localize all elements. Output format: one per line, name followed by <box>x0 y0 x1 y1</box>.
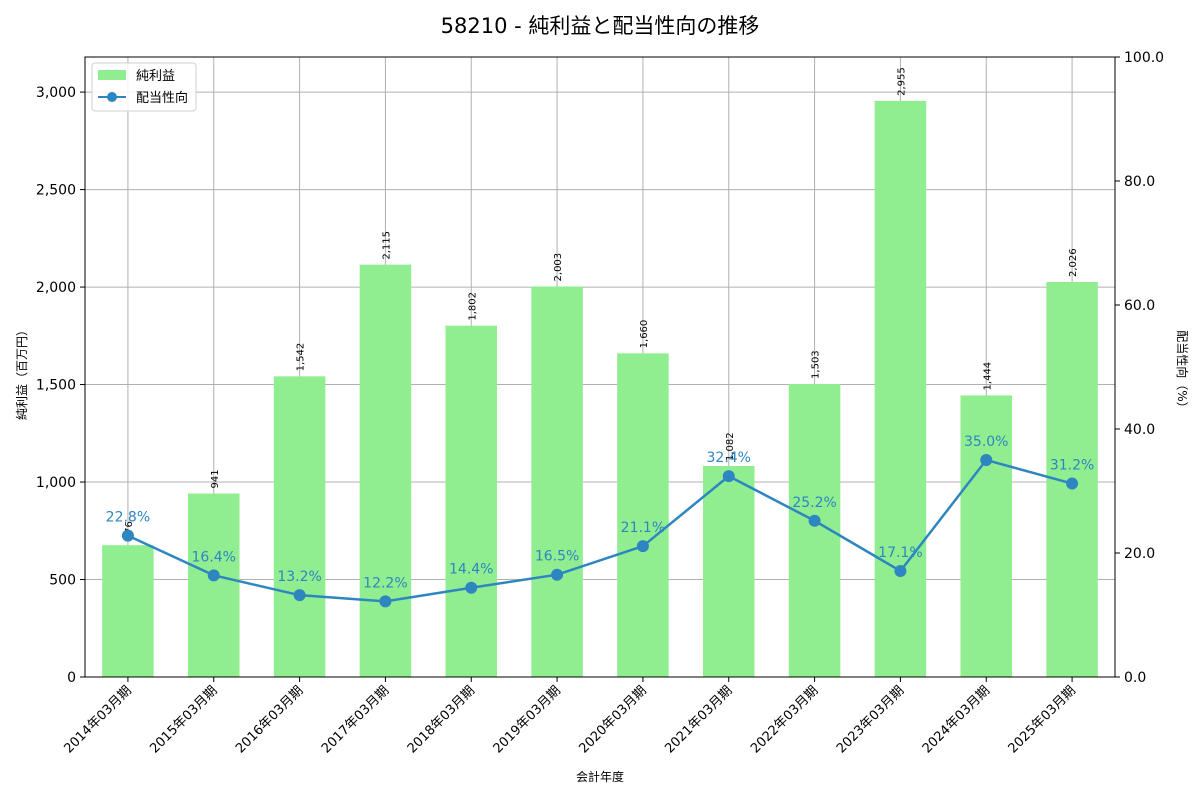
bar <box>703 466 755 677</box>
y-right-tick-label: 100.0 <box>1124 50 1164 66</box>
line-marker <box>207 569 220 582</box>
bar <box>617 353 669 677</box>
y-right-tick-label: 60.0 <box>1124 298 1155 314</box>
x-tick-label: 2019年03月期 <box>491 683 564 756</box>
y-left-tick-label: 3,000 <box>36 85 76 101</box>
y-left-tick-label: 1,000 <box>36 475 76 491</box>
x-axis-label: 会計年度 <box>576 769 624 784</box>
line-value-label: 16.4% <box>192 549 236 565</box>
x-tick-label: 2016年03月期 <box>233 683 306 756</box>
line-marker <box>1066 477 1079 490</box>
bar-value-label: 2,003 <box>553 253 564 282</box>
line-value-label: 14.4% <box>449 562 493 578</box>
bar <box>273 376 326 677</box>
line-value-label: 22.8% <box>106 510 150 526</box>
line-value-label: 32.4% <box>707 450 751 466</box>
x-tick-label: 2018年03月期 <box>405 683 478 756</box>
y-axis-right-label: 配当性向（%） <box>1175 330 1190 413</box>
bar-value-label: 2,026 <box>1068 248 1079 277</box>
line-value-label: 12.2% <box>363 575 407 591</box>
line-value-label: 13.2% <box>277 569 321 585</box>
legend-bar-swatch <box>98 70 126 80</box>
bar <box>531 286 583 677</box>
legend-line-label: 配当性向 <box>136 90 188 106</box>
bar-value-label: 1,444 <box>982 362 993 391</box>
legend: 純利益 配当性向 <box>91 62 197 112</box>
bar-value-label: 1,542 <box>296 343 307 372</box>
line-value-label: 16.5% <box>535 549 579 565</box>
bar <box>960 395 1012 677</box>
y-left-tick-label: 2,500 <box>36 183 76 199</box>
bar-value-label: 941 <box>210 469 221 488</box>
y-right-tick-label: 80.0 <box>1124 174 1155 190</box>
bar-value-label: 2,115 <box>381 231 392 260</box>
chart-title: 58210 - 純利益と配当性向の推移 <box>441 14 760 38</box>
bar <box>359 264 412 677</box>
bar <box>874 100 927 678</box>
x-tick-label: 2020年03月期 <box>576 683 649 756</box>
x-tick-label: 2014年03月期 <box>61 683 134 756</box>
y-axis-left-label: 純利益（百万円） <box>15 324 29 420</box>
x-tick-label: 2015年03月期 <box>147 683 220 756</box>
y-left-tick-label: 0 <box>67 670 76 686</box>
y-right-tick-label: 40.0 <box>1124 422 1155 438</box>
bar-value-label: 1,503 <box>811 350 822 379</box>
line-marker <box>551 568 564 581</box>
line-value-label: 21.1% <box>621 520 665 536</box>
line-marker <box>980 454 993 466</box>
x-tick-label: 2022年03月期 <box>748 683 821 756</box>
y-left-tick-label: 2,000 <box>36 280 76 296</box>
line-value-label: 25.2% <box>792 495 836 511</box>
line-marker <box>293 589 306 602</box>
payout-ratio-line <box>127 458 1073 603</box>
x-tick-label: 2017年03月期 <box>319 683 392 756</box>
plot-frame <box>84 56 1116 678</box>
bar-value-label: 1,082 <box>725 432 736 461</box>
y-left-tick-label: 1,500 <box>36 378 76 394</box>
line-value-label: 35.0% <box>964 434 1008 450</box>
line-marker <box>636 540 649 553</box>
bar-series: 6769411,5422,1151,8022,0031,6601,0821,50… <box>102 67 1098 678</box>
x-tick-label: 2021年03月期 <box>662 683 735 756</box>
line-marker <box>808 514 821 527</box>
y-right-tick-label: 20.0 <box>1124 546 1155 562</box>
bar-value-label: 1,802 <box>467 292 478 321</box>
line-value-label: 31.2% <box>1050 458 1094 474</box>
bar-value-label: 2,955 <box>896 67 907 96</box>
line-marker <box>465 581 478 594</box>
line-marker <box>722 470 735 483</box>
y-left-tick-label: 500 <box>49 573 76 589</box>
legend-bar-label: 純利益 <box>136 69 175 84</box>
line-series: 22.8% 16.4% 13.2% 12.2% 14.4% 16.5% 21.1% 32.4%… <box>106 434 1094 608</box>
bar <box>102 545 154 677</box>
x-tick-label: 2024年03月期 <box>920 683 993 756</box>
line-marker <box>894 564 907 577</box>
x-tick-label: 2023年03月期 <box>834 683 907 756</box>
line-value-label: 17.1% <box>878 545 922 561</box>
y-right-tick-label: 0.0 <box>1124 670 1146 686</box>
bar-value-label: 1,660 <box>639 320 650 349</box>
bar <box>445 325 497 677</box>
line-marker <box>379 595 392 608</box>
x-tick-label: 2025年03月期 <box>1006 683 1079 756</box>
legend-marker-icon <box>107 92 117 102</box>
line-marker <box>121 529 134 542</box>
bar <box>188 493 240 677</box>
